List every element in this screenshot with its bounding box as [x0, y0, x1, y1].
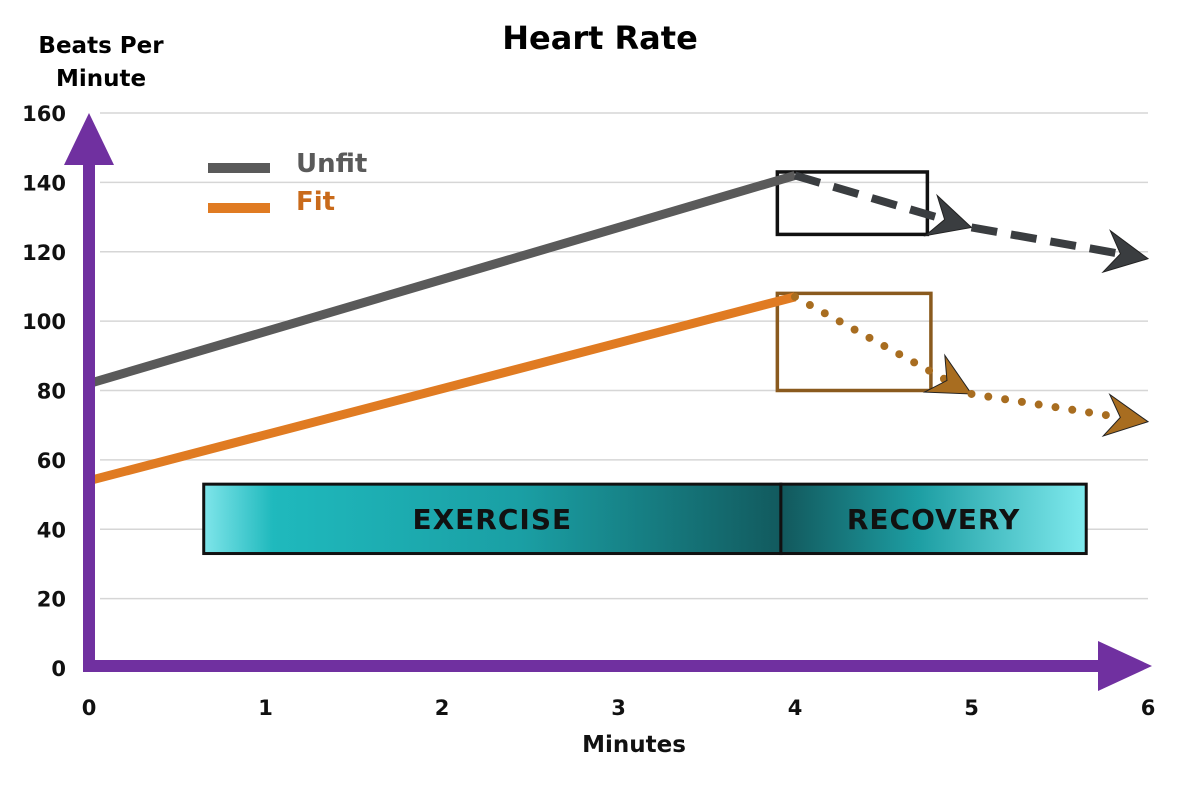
highlight-box-unfit — [775, 170, 930, 237]
highlight-boxes — [775, 170, 933, 393]
x-tick-label-0: 0 — [82, 696, 97, 720]
series-line-fit-recovery-2 — [967, 389, 1125, 422]
x-tick-label-1: 1 — [258, 696, 273, 720]
y-tick-label-160: 160 — [22, 102, 66, 126]
highlight-box-fit — [775, 291, 933, 393]
series-line-unfit-recovery-2 — [970, 223, 1122, 258]
series-line-fit-exercise — [87, 292, 797, 486]
chart-title: Heart Rate — [502, 19, 698, 57]
phase-bars: EXERCISE RECOVERY — [202, 482, 1088, 556]
phase-bar-exercise — [202, 482, 783, 556]
y-tick-label-100: 100 — [22, 310, 66, 334]
x-tick-label-2: 2 — [435, 696, 450, 720]
phase-label-exercise: EXERCISE — [412, 503, 572, 536]
legend-label-fit: Fit — [296, 187, 335, 217]
y-axis-ticks: 0 20 40 60 80 100 120 140 160 — [22, 102, 66, 681]
arrowhead-fit-2 — [1101, 392, 1150, 437]
x-axis-arrowhead — [1098, 641, 1152, 691]
phase-label-recovery: RECOVERY — [847, 503, 1020, 536]
y-tick-label-60: 60 — [37, 449, 66, 473]
y-tick-label-120: 120 — [22, 241, 66, 265]
series-lines — [87, 171, 1150, 486]
y-axis-label-line2: Minute — [56, 66, 146, 92]
series-line-fit-recovery-1 — [791, 292, 951, 385]
y-tick-label-40: 40 — [37, 518, 66, 542]
y-tick-label-0: 0 — [51, 657, 66, 681]
y-tick-label-140: 140 — [22, 171, 66, 195]
y-tick-label-80: 80 — [37, 380, 66, 404]
x-axis-label: Minutes — [582, 732, 686, 758]
series-line-unfit-recovery-1 — [793, 171, 946, 224]
y-axis-arrowhead — [64, 113, 114, 165]
x-tick-label-3: 3 — [611, 696, 626, 720]
phase-bar-recovery — [779, 482, 1088, 556]
arrowhead-unfit-1 — [923, 193, 973, 237]
legend: Unfit Fit — [208, 149, 367, 217]
y-axis-label-line1: Beats Per — [38, 33, 164, 59]
x-axis-ticks: 0 1 2 3 4 5 6 — [82, 696, 1156, 720]
y-tick-label-20: 20 — [37, 588, 66, 612]
arrowhead-unfit-2 — [1101, 229, 1150, 274]
series-line-unfit-exercise — [87, 171, 797, 388]
axes — [64, 113, 1152, 691]
arrowhead-fit-1 — [922, 353, 973, 395]
x-tick-label-4: 4 — [788, 696, 803, 720]
x-tick-label-5: 5 — [964, 696, 979, 720]
legend-label-unfit: Unfit — [296, 149, 367, 179]
x-tick-label-6: 6 — [1141, 696, 1156, 720]
